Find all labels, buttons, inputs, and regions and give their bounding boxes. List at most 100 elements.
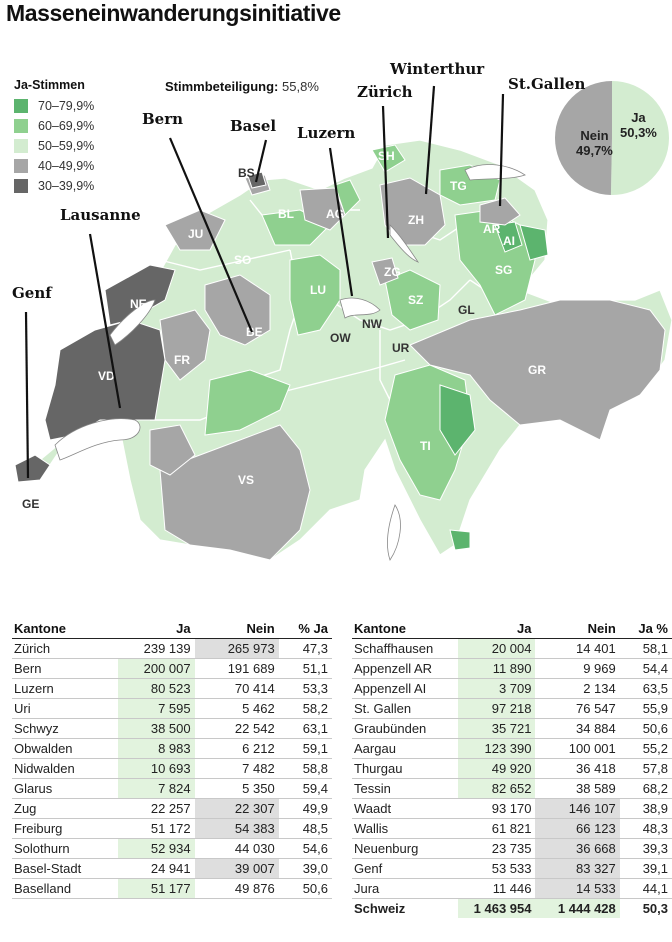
cantons-30-39	[14, 171, 267, 483]
col-header-pct: Ja %	[619, 618, 672, 639]
label-bs: BS	[238, 166, 255, 180]
cell-nein: 100 001	[535, 738, 620, 759]
cell-ja: 11 890	[457, 658, 536, 679]
label-lu: LU	[310, 283, 326, 297]
pointer-luzern	[328, 147, 354, 297]
cell-kanton: Genf	[352, 858, 458, 879]
legend-title: Ja-Stimmen	[14, 78, 85, 92]
col-header-kanton: Kantone	[12, 618, 118, 639]
lake-zurich	[389, 224, 420, 263]
table-row: Neuenburg 23 735 36 668 39,3	[352, 838, 672, 859]
table-body: Zürich 239 139 265 973 47,3 Bern 200 007 191 6…	[12, 638, 332, 899]
result-pie-chart	[555, 81, 670, 195]
pie-nein-label: Nein	[580, 128, 609, 143]
cell-ja: 38 500	[117, 718, 195, 739]
canton-ti-south	[449, 529, 471, 551]
label-bl: BL	[278, 207, 294, 221]
cell-pct: 49,9	[278, 798, 332, 819]
cell-ja: 61 821	[457, 818, 536, 839]
lake-maggiore	[387, 504, 401, 561]
label-vs: VS	[238, 473, 254, 487]
annotation-lines	[24, 85, 505, 479]
cell-pct: 54,4	[619, 658, 672, 679]
cell-pct: 59,1	[278, 738, 332, 759]
table-row: Thurgau 49 920 36 418 57,8	[352, 758, 672, 779]
label-ur: UR	[392, 341, 410, 355]
total-nein: 1 444 428	[535, 898, 620, 918]
pointer-winterthur	[424, 85, 436, 195]
cell-ja: 35 721	[457, 718, 536, 739]
lake-constance	[464, 164, 526, 181]
canton-ge	[14, 454, 51, 483]
label-tg: TG	[450, 179, 467, 193]
col-header-nein: Nein	[194, 618, 279, 639]
legend-swatch	[14, 119, 28, 133]
cell-kanton: Schwyz	[12, 718, 118, 739]
canton-sh	[371, 144, 406, 173]
cell-pct: 58,1	[619, 638, 672, 659]
table-row: Zürich 239 139 265 973 47,3	[12, 638, 332, 659]
legend-item: 50–59,9%	[14, 136, 94, 156]
legend-item: 40–49,9%	[14, 156, 94, 176]
label-vd: VD	[98, 369, 115, 383]
label-so: SO	[234, 253, 251, 267]
legend-label: 40–49,9%	[38, 159, 95, 173]
table-row: Waadt 93 170 146 107 38,9	[352, 798, 672, 819]
cell-pct: 55,9	[619, 698, 672, 719]
table-row: Genf 53 533 83 327 39,1	[352, 858, 672, 879]
cell-ja: 49 920	[457, 758, 536, 779]
cell-ja: 7 824	[117, 778, 195, 799]
canton-ne	[104, 264, 176, 326]
cell-kanton: Solothurn	[12, 838, 118, 859]
legend-item: 70–79,9%	[14, 96, 94, 116]
pointer-genf	[24, 311, 30, 479]
turnout-label: Stimmbeteiligung:	[165, 79, 279, 94]
cell-kanton: Obwalden	[12, 738, 118, 759]
cell-pct: 44,1	[619, 878, 672, 899]
total-kanton: Schweiz	[354, 901, 406, 916]
label-ge: GE	[22, 497, 39, 511]
cell-kanton: Baselland	[12, 878, 118, 899]
canton-vs	[159, 424, 311, 561]
table-row: Tessin 82 652 38 589 68,2	[352, 778, 672, 799]
cell-kanton: Luzern	[12, 678, 118, 699]
cell-ja: 24 941	[117, 858, 195, 879]
turnout-value: 55,8%	[282, 79, 319, 94]
cell-pct: 59,4	[278, 778, 332, 799]
page-title: Masseneinwanderungsinitiative	[6, 0, 341, 26]
cell-pct: 58,2	[278, 698, 332, 719]
table-row: Basel-Stadt 24 941 39 007 39,0	[12, 858, 332, 879]
cell-kanton: Appenzell AI	[352, 678, 458, 699]
table-header-row: Kantone Ja Nein Ja %	[352, 618, 672, 639]
legend-swatch	[14, 179, 28, 193]
cell-nein: 38 589	[535, 778, 620, 799]
cantons-70-79	[439, 221, 549, 551]
cell-kanton: Thurgau	[352, 758, 458, 779]
legend-label: 50–59,9%	[38, 139, 95, 153]
pointer-stgallen	[498, 93, 505, 207]
canton-be-grey	[204, 274, 271, 346]
cell-nein: 70 414	[194, 678, 279, 699]
cell-nein: 83 327	[535, 858, 620, 879]
cell-nein: 5 462	[194, 698, 279, 719]
canton-sg-dark	[519, 224, 549, 261]
table-row: Baselland 51 177 49 876 50,6	[12, 878, 332, 899]
cell-ja: 53 533	[457, 858, 536, 879]
legend-swatch	[14, 99, 28, 113]
cell-ja: 7 595	[117, 698, 195, 719]
cell-kanton: Uri	[12, 698, 118, 719]
lake-lucerne	[339, 297, 381, 319]
cell-pct: 54,6	[278, 838, 332, 859]
cell-ja: 97 218	[457, 698, 536, 719]
table-body: Schaffhausen 20 004 14 401 58,1 Appenzell AR…	[352, 638, 672, 918]
canton-ti-dark	[439, 384, 476, 456]
table-row: Appenzell AR 11 890 9 969 54,4	[352, 658, 672, 679]
cell-pct: 58,8	[278, 758, 332, 779]
col-header-ja: Ja	[117, 618, 195, 639]
label-sg: SG	[495, 263, 512, 277]
lakes	[54, 164, 526, 561]
cell-nein: 36 668	[535, 838, 620, 859]
canton-ag-grey	[299, 187, 346, 231]
cell-pct: 63,5	[619, 678, 672, 699]
cell-pct: 48,5	[278, 818, 332, 839]
